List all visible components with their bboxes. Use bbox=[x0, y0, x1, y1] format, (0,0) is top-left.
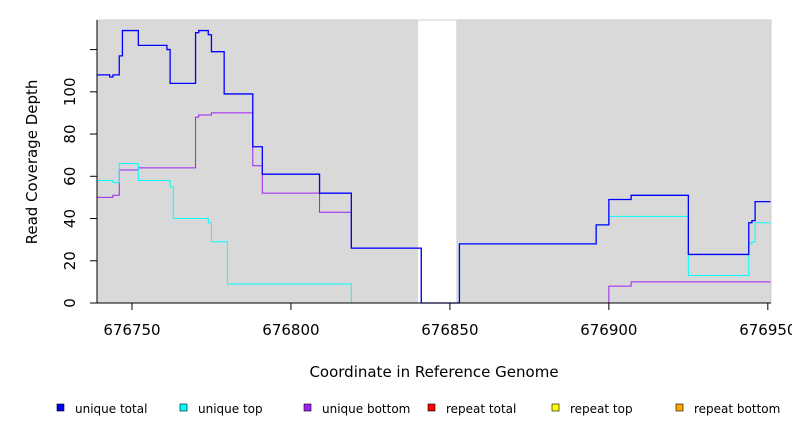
y-tick-label: 40 bbox=[61, 209, 79, 228]
legend-swatch bbox=[551, 403, 560, 412]
legend-label: unique bottom bbox=[322, 402, 410, 416]
y-tick-label: 0 bbox=[61, 298, 79, 308]
legend-label: repeat total bbox=[446, 402, 516, 416]
x-tick-label: 676950 bbox=[739, 321, 792, 339]
y-ticks: 0 20 40 60 80 100 bbox=[61, 49, 97, 308]
y-tick-label: 100 bbox=[61, 77, 79, 106]
unshaded-region bbox=[418, 20, 457, 303]
y-axis-label: Read Coverage Depth bbox=[23, 80, 41, 245]
legend-swatch bbox=[56, 403, 65, 412]
legend-label: repeat top bbox=[570, 402, 633, 416]
legend: unique total unique top unique bottom repea… bbox=[56, 402, 780, 416]
x-tick-label: 676750 bbox=[103, 321, 160, 339]
x-ticks: 676750 676800 676850 676900 676950 bbox=[103, 303, 792, 339]
series-line-unique-top bbox=[97, 163, 771, 304]
y-tick-label: 20 bbox=[61, 251, 79, 270]
legend-swatch bbox=[427, 403, 436, 412]
x-tick-label: 676800 bbox=[262, 321, 319, 339]
y-tick-label: 60 bbox=[61, 167, 79, 186]
legend-label: unique total bbox=[75, 402, 147, 416]
series-line-unique-total bbox=[97, 29, 771, 304]
x-axis-label: Coordinate in Reference Genome bbox=[309, 363, 558, 381]
legend-label: unique top bbox=[198, 402, 263, 416]
x-tick-label: 676850 bbox=[421, 321, 478, 339]
legend-swatch bbox=[179, 403, 188, 412]
legend-swatch bbox=[303, 403, 312, 412]
y-tick-label: 80 bbox=[61, 124, 79, 143]
legend-label: repeat bottom bbox=[694, 402, 780, 416]
x-tick-label: 676900 bbox=[580, 321, 637, 339]
legend-swatch bbox=[675, 403, 684, 412]
